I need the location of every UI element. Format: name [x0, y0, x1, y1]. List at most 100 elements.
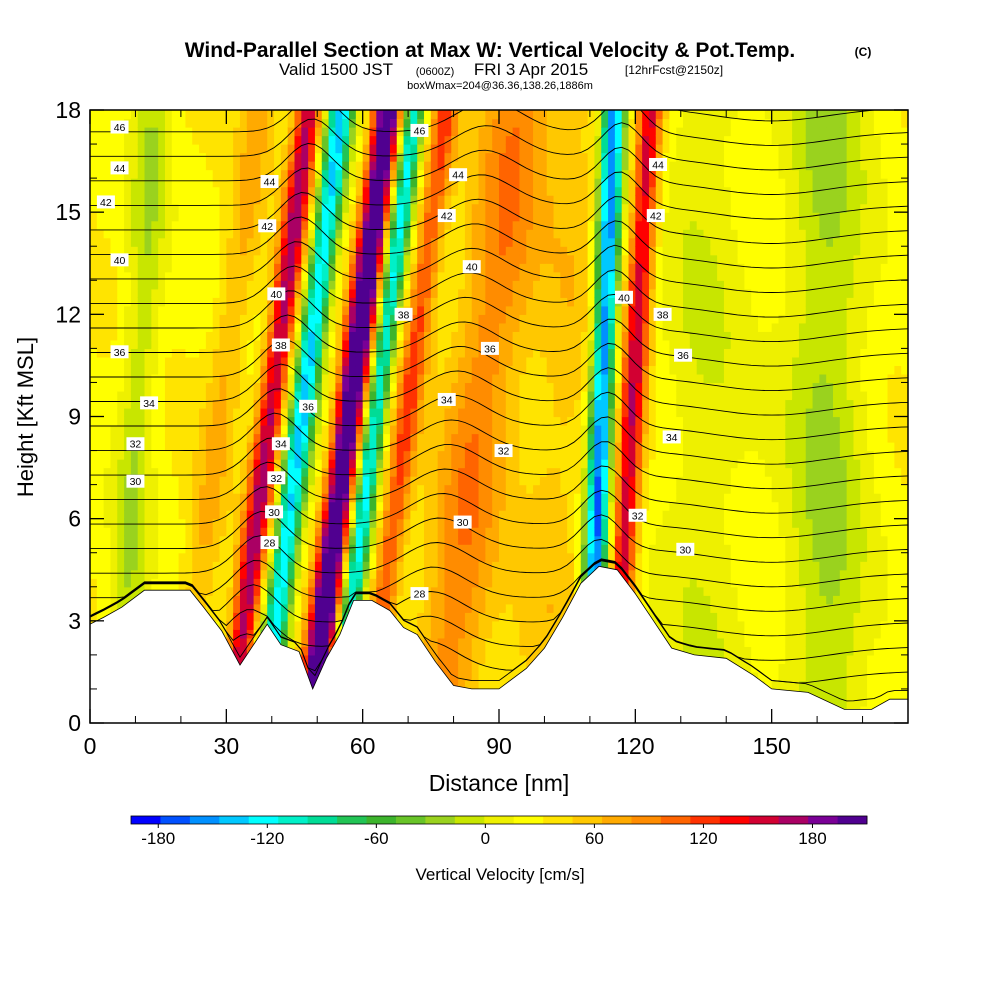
contour-label: 34 [140, 396, 159, 410]
colorbar-tick-label: 120 [689, 829, 717, 848]
contour-label: 44 [110, 161, 129, 175]
contour-label: 46 [410, 123, 429, 137]
colorbar-swatch [749, 816, 780, 824]
colorbar: -180 -120 -60 0 60 120 180 [130, 815, 868, 848]
contour-label: 36 [480, 341, 499, 355]
isentrope-line [90, 412, 908, 465]
colorbar-swatch [719, 816, 750, 824]
colorbar-tick-label: 0 [481, 829, 490, 848]
isentrope-line [90, 486, 908, 539]
forecast-text: [12hrFcst@2150z] [625, 63, 723, 77]
contour-label: 44 [649, 157, 668, 171]
contour-label: 30 [453, 515, 472, 529]
isentrope-line [90, 118, 908, 171]
isentrope-line [90, 559, 908, 684]
colorbar-swatch [778, 816, 809, 824]
contour-label: 32 [126, 437, 145, 451]
colorbar-label: Vertical Velocity [cm/s] [415, 865, 584, 884]
isentrope-line [90, 437, 908, 490]
colorbar-swatch [513, 816, 544, 824]
y-tick-label: 9 [68, 404, 81, 430]
x-tick-label: 30 [214, 733, 240, 759]
colorbar-swatch [189, 816, 220, 824]
x-tick-label: 90 [486, 733, 512, 759]
contour-label: 40 [267, 287, 286, 301]
isentrope-line [90, 535, 908, 588]
contour-label: 42 [258, 219, 277, 233]
y-tick-label: 6 [68, 506, 81, 532]
contour-label: 32 [267, 471, 286, 485]
copyright-mark: (C) [855, 45, 872, 59]
valid-time-text: Valid 1500 JST [279, 60, 393, 79]
colorbar-swatch [307, 816, 338, 824]
contour-label: 32 [628, 508, 647, 522]
isentrope-line [90, 265, 908, 318]
contour-label: 42 [96, 195, 115, 209]
plot-area: 46 44 42 40 36 34 32 30 44 42 40 38 36 34 32 30 28 46 44 42… [90, 110, 908, 723]
valid-time-date: FRI 3 Apr 2015 [474, 60, 588, 79]
colorbar-swatch [366, 816, 397, 824]
isentrope-line [90, 241, 908, 293]
colorbar-swatch [572, 816, 603, 824]
isentrope-line [90, 110, 908, 146]
y-tick-label: 18 [55, 97, 81, 123]
y-tick-label: 0 [68, 710, 81, 736]
colorbar-swatch [602, 816, 632, 824]
isentrope-line [90, 559, 908, 661]
chart-title: Wind-Parallel Section at Max W: Vertical… [185, 39, 796, 62]
colorbar-swatch [131, 816, 161, 824]
colorbar-swatch [631, 816, 662, 824]
isentrope-line [90, 363, 908, 416]
x-tick-label: 60 [350, 733, 376, 759]
contour-label: 46 [110, 120, 129, 134]
colorbar-tick-label: -60 [364, 829, 389, 848]
contour-label: 38 [394, 307, 413, 321]
colorbar-swatch [395, 816, 426, 824]
isentrope-line [90, 314, 908, 367]
isentrope-line [90, 558, 908, 612]
isentrope-line [90, 339, 908, 392]
isentrope-line [90, 461, 908, 514]
y-tick-label: 3 [68, 608, 81, 634]
colorbar-swatch [660, 816, 691, 824]
colorbar-tick-label: 60 [585, 829, 604, 848]
colorbar-swatch [454, 816, 485, 824]
colorbar-swatch [248, 816, 279, 824]
contour-label: 30 [126, 474, 145, 488]
x-tick-label: 120 [616, 733, 654, 759]
y-axis-label: Height [Kft MSL] [13, 337, 38, 497]
contour-label: 36 [674, 348, 693, 362]
contour-label: 36 [299, 399, 318, 413]
contour-label: 40 [462, 260, 481, 274]
y-tick-label: 12 [55, 301, 81, 327]
colorbar-swatch [278, 816, 309, 824]
isentrope-line [90, 216, 908, 269]
contour-label: 28 [260, 536, 279, 550]
colorbar-swatch [808, 816, 838, 824]
x-tick-label: 0 [84, 733, 97, 759]
x-tick-label: 150 [752, 733, 790, 759]
contour-label: 44 [260, 175, 279, 189]
valid-time-zulu: (0600Z) [416, 66, 455, 78]
contour-label: 38 [653, 307, 672, 321]
contour-label: 36 [110, 345, 129, 359]
isentrope-line [90, 388, 908, 441]
isentrope-line [90, 192, 908, 244]
contour-label: 38 [271, 338, 290, 352]
isentrope-line [90, 290, 908, 343]
terrain [90, 565, 908, 723]
isentrope-line [90, 142, 908, 195]
contour-label: 44 [449, 168, 468, 182]
contour-label: 28 [410, 587, 429, 601]
colorbar-tick-label: -180 [141, 829, 175, 848]
contour-label: 34 [437, 392, 456, 406]
valid-time-line: Valid 1500 JST (0600Z) FRI 3 Apr 2015 [1… [279, 60, 723, 79]
contour-label: 34 [662, 430, 681, 444]
isentrope-line [90, 558, 908, 637]
colorbar-swatch [425, 816, 456, 824]
isentropes [90, 110, 908, 702]
colorbar-tick-label: -120 [250, 829, 284, 848]
colorbar-swatch [837, 816, 868, 824]
